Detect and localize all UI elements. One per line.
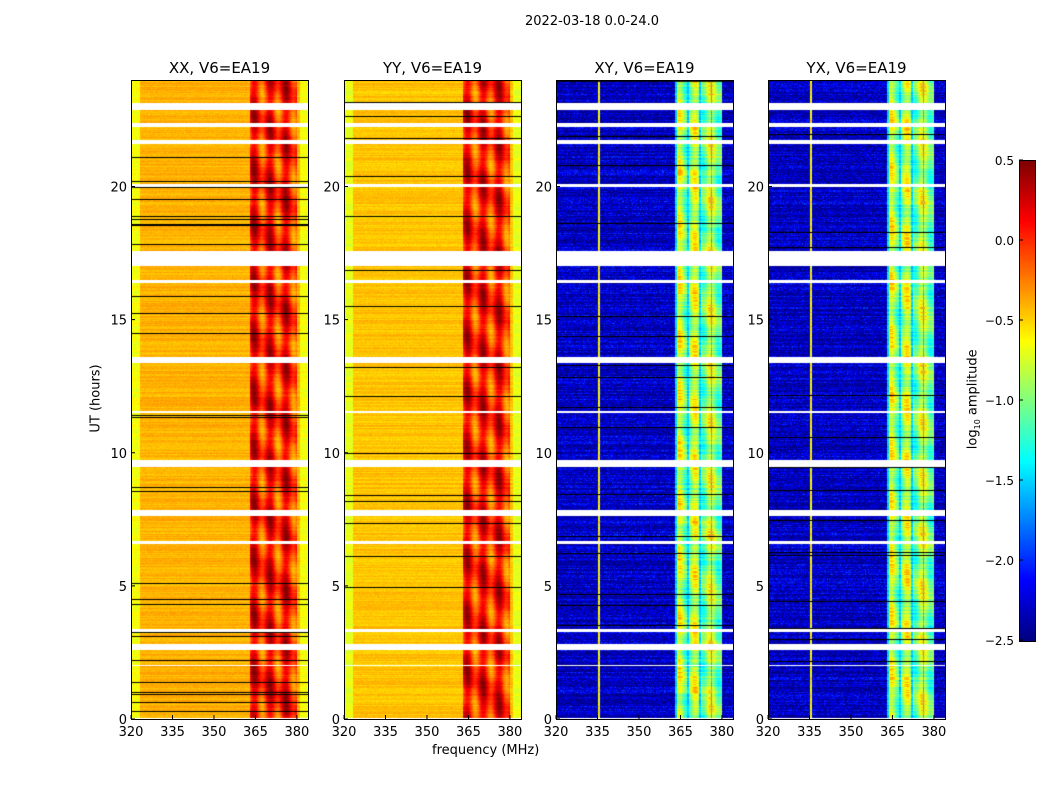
colorbar-tick-label: −0.5 xyxy=(985,314,1014,328)
x-tick-label: 380 xyxy=(710,725,735,740)
y-tick-label: 15 xyxy=(747,314,764,329)
x-tick-label: 335 xyxy=(160,725,185,740)
x-axis-label: frequency (MHz) xyxy=(432,743,540,758)
colorbar-label-main: log xyxy=(965,429,981,450)
y-tick-label: 15 xyxy=(323,314,340,329)
y-tick-label: 0 xyxy=(119,713,127,728)
panel-frame xyxy=(768,80,946,720)
x-tick-label: 335 xyxy=(585,725,610,740)
panel-frame xyxy=(131,80,309,720)
y-tick-label: 10 xyxy=(535,447,552,462)
x-tick-label: 320 xyxy=(332,725,357,740)
x-tick-label: 320 xyxy=(544,725,569,740)
heatmap-xy xyxy=(556,80,733,719)
y-tick-label: 20 xyxy=(323,181,340,196)
panel-frame xyxy=(344,80,522,720)
y-axis-label: UT (hours) xyxy=(88,364,104,433)
colorbar-tick-label: 0.5 xyxy=(995,154,1014,168)
y-tick-label: 0 xyxy=(332,713,340,728)
y-tick-label: 5 xyxy=(544,580,552,595)
panel-frame xyxy=(556,80,734,720)
x-tick-label: 380 xyxy=(498,725,523,740)
panel-title: XX, V6=EA19 xyxy=(168,59,271,77)
heatmap-yx xyxy=(768,80,945,719)
panel-title: YX, V6=EA19 xyxy=(806,59,907,77)
colorbar-tick-label: −2.0 xyxy=(985,554,1014,568)
heatmap-xx xyxy=(131,80,308,719)
x-tick-label: 335 xyxy=(373,725,398,740)
x-tick-label: 365 xyxy=(456,725,481,740)
x-tick-label: 365 xyxy=(243,725,268,740)
x-tick-label: 380 xyxy=(922,725,947,740)
y-tick-label: 10 xyxy=(747,447,764,462)
y-tick-label: 20 xyxy=(747,181,764,196)
x-tick-label: 350 xyxy=(415,725,440,740)
colorbar xyxy=(1019,160,1036,642)
x-tick-label: 365 xyxy=(668,725,693,740)
x-tick-label: 320 xyxy=(756,725,781,740)
y-tick-label: 20 xyxy=(535,181,552,196)
x-tick-label: 365 xyxy=(880,725,905,740)
colorbar-tick-label: −1.0 xyxy=(985,394,1014,408)
y-tick-label: 10 xyxy=(110,447,127,462)
y-tick-label: 20 xyxy=(110,181,127,196)
x-tick-label: 350 xyxy=(839,725,864,740)
colorbar-label-sub: 10 xyxy=(973,419,983,430)
y-tick-label: 10 xyxy=(323,447,340,462)
colorbar-tick-label: 0.0 xyxy=(995,234,1014,248)
colorbar-tick-label: −1.5 xyxy=(985,474,1014,488)
y-tick-label: 15 xyxy=(535,314,552,329)
y-tick-label: 5 xyxy=(119,580,127,595)
y-tick-label: 0 xyxy=(756,713,764,728)
y-tick-label: 15 xyxy=(110,314,127,329)
panel-title: XY, V6=EA19 xyxy=(594,59,695,77)
y-tick-label: 5 xyxy=(332,580,340,595)
colorbar-label: log10 amplitude xyxy=(966,349,983,449)
x-tick-label: 350 xyxy=(627,725,652,740)
figure-suptitle: 2022-03-18 0.0-24.0 xyxy=(525,14,659,29)
x-tick-label: 335 xyxy=(797,725,822,740)
x-tick-label: 380 xyxy=(285,725,310,740)
heatmap-yy xyxy=(344,80,521,719)
y-tick-label: 0 xyxy=(544,713,552,728)
x-tick-label: 320 xyxy=(119,725,144,740)
y-tick-label: 5 xyxy=(756,580,764,595)
colorbar-label-rest: amplitude xyxy=(965,349,981,420)
x-tick-label: 350 xyxy=(202,725,227,740)
panel-title: YY, V6=EA19 xyxy=(382,59,483,77)
colorbar-tick-label: −2.5 xyxy=(985,634,1014,648)
